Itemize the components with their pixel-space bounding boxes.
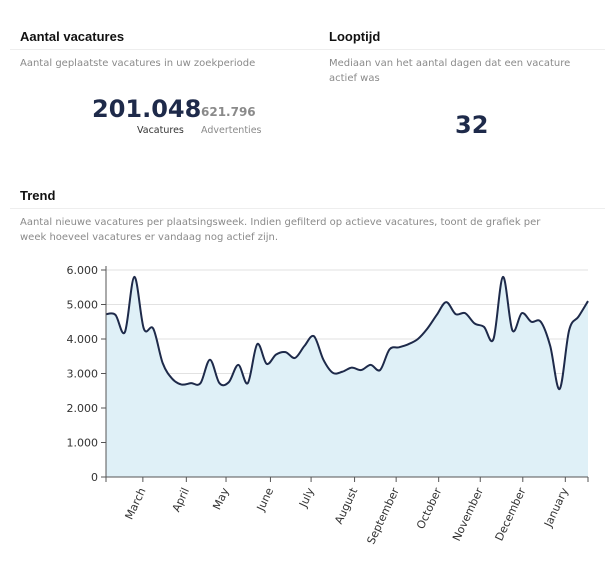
looptijd-description-line2: actief was xyxy=(329,73,380,84)
x-tick-label: June xyxy=(254,486,276,514)
looptijd-value: 32 xyxy=(455,111,489,139)
looptijd-description: Mediaan van het aantal dagen dat een vac… xyxy=(329,56,570,86)
series-line[interactable] xyxy=(105,275,589,391)
vacatures-divider xyxy=(10,49,310,50)
y-tick-label: 3.000 xyxy=(67,368,99,381)
x-tick-label: August xyxy=(332,485,360,526)
vacatures-value: 201.048 xyxy=(92,95,202,123)
vacatures-caption: Vacatures xyxy=(137,125,184,136)
looptijd-title: Looptijd xyxy=(329,29,381,44)
x-tick-label: March xyxy=(123,486,149,522)
vacatures-description: Aantal geplaatste vacatures in uw zoekpe… xyxy=(20,58,256,69)
trend-description-line1: Aantal nieuwe vacatures per plaatsingswe… xyxy=(20,217,541,228)
trend-title: Trend xyxy=(20,188,56,203)
x-tick-label: July xyxy=(296,485,317,510)
looptijd-divider xyxy=(310,49,605,50)
y-tick-label: 4.000 xyxy=(67,333,99,346)
trend-chart: 0 1.000 2.000 3.000 4.000 5.000 6.000 March Apr… xyxy=(67,264,589,546)
y-tick-label: 5.000 xyxy=(67,299,99,312)
x-tick-label: October xyxy=(414,485,445,531)
y-tick-label: 0 xyxy=(91,471,98,484)
looptijd-description-line1: Mediaan van het aantal dagen dat een vac… xyxy=(329,58,571,69)
area-fill xyxy=(106,276,588,477)
trend-description: Aantal nieuwe vacatures per plaatsingswe… xyxy=(20,215,540,245)
trend-divider xyxy=(10,208,605,209)
advertenties-caption: Advertenties xyxy=(201,125,262,136)
x-tick-label: September xyxy=(364,485,402,546)
x-tick-label: April xyxy=(170,486,192,514)
x-tick-label: November xyxy=(450,485,486,543)
y-tick-label: 2.000 xyxy=(67,402,99,415)
y-tick-label: 1.000 xyxy=(67,437,99,450)
trend-description-line2: week hoeveel vacatures er vandaag nog ac… xyxy=(20,232,279,243)
x-tick-label: May xyxy=(210,485,232,512)
x-axis-ticks: March April May June July August September Octo… xyxy=(105,477,589,546)
x-tick-label: January xyxy=(541,485,571,530)
y-axis-ticks: 0 1.000 2.000 3.000 4.000 5.000 6.000 xyxy=(67,264,106,484)
y-tick-label: 6.000 xyxy=(67,264,99,277)
vacatures-title: Aantal vacatures xyxy=(20,29,125,44)
advertenties-value: 621.796 xyxy=(201,105,256,119)
x-tick-label: December xyxy=(493,485,529,543)
